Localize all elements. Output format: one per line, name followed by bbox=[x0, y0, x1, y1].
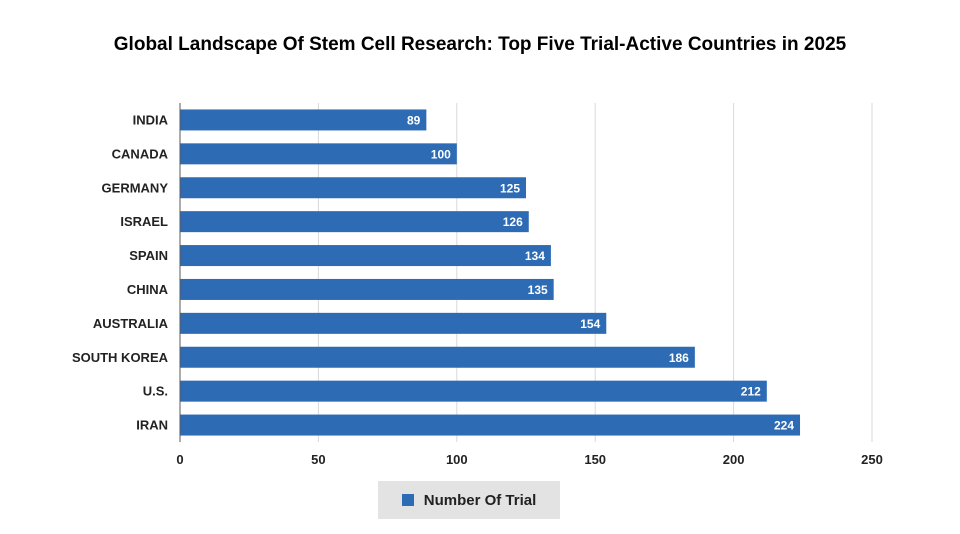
bars bbox=[180, 109, 801, 436]
bar-value-label: 186 bbox=[669, 351, 689, 365]
bar-value-label: 126 bbox=[503, 215, 523, 229]
x-tick-label: 200 bbox=[723, 452, 745, 467]
category-label: U.S. bbox=[143, 384, 168, 399]
category-label: IRAN bbox=[136, 418, 168, 433]
bar-value-label: 154 bbox=[580, 317, 600, 331]
bar bbox=[180, 380, 767, 402]
bar bbox=[180, 414, 801, 436]
bar bbox=[180, 346, 695, 368]
bar bbox=[180, 278, 554, 300]
bar-value-label: 89 bbox=[407, 113, 421, 127]
x-tick-label: 0 bbox=[176, 452, 183, 467]
bar-value-label: 212 bbox=[741, 385, 761, 399]
bar bbox=[180, 245, 551, 267]
legend-swatch bbox=[401, 494, 414, 506]
bar-value-label: 135 bbox=[528, 283, 548, 297]
x-tick-label: 150 bbox=[584, 452, 606, 467]
x-tick-labels: 0 50 100 150 200 250 bbox=[176, 452, 882, 467]
bar bbox=[180, 143, 457, 165]
bar-value-label: 100 bbox=[431, 147, 451, 161]
x-tick-label: 100 bbox=[446, 452, 468, 467]
bar bbox=[180, 211, 529, 233]
bar bbox=[180, 109, 427, 131]
x-tick-label: 250 bbox=[861, 452, 883, 467]
bar-value-labels: 89 100 125 126 134 135 154 186 212 224 bbox=[407, 113, 794, 432]
category-label: SOUTH KOREA bbox=[72, 350, 169, 365]
category-label: ISRAEL bbox=[120, 214, 168, 229]
category-label: INDIA bbox=[133, 112, 169, 127]
category-label: AUSTRALIA bbox=[93, 316, 169, 331]
bar-value-label: 224 bbox=[774, 419, 794, 433]
bar-value-label: 134 bbox=[525, 249, 545, 263]
legend: Number Of Trial bbox=[378, 481, 560, 519]
legend-label: Number Of Trial bbox=[423, 491, 537, 509]
category-label: SPAIN bbox=[129, 248, 168, 263]
chart-title: Global Landscape Of Stem Cell Research: … bbox=[113, 34, 847, 55]
bar bbox=[180, 312, 607, 334]
x-tick-label: 50 bbox=[311, 452, 325, 467]
bar bbox=[180, 177, 526, 199]
category-label: CANADA bbox=[112, 146, 169, 161]
category-label: CHINA bbox=[127, 282, 169, 297]
bar-value-label: 125 bbox=[500, 181, 520, 195]
category-label: GERMANY bbox=[102, 180, 169, 195]
category-labels: INDIA CANADA GERMANY ISRAEL SPAIN CHINA AUSTRA… bbox=[72, 112, 169, 432]
